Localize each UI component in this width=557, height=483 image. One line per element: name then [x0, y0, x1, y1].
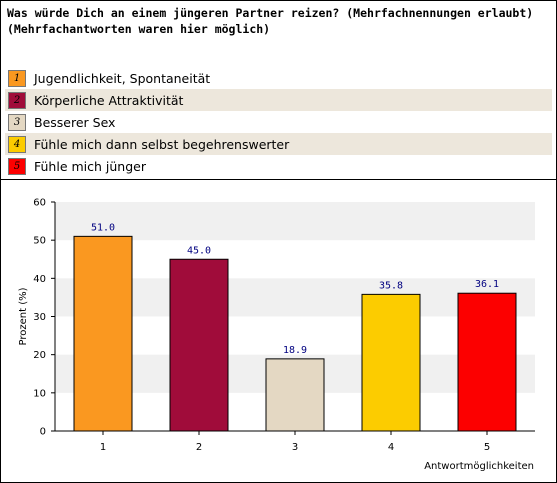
- question-title: Was würde Dich an einem jüngeren Partner…: [7, 5, 552, 37]
- legend-swatch-5: 5: [8, 157, 26, 175]
- bar-4: [361, 293, 421, 432]
- bar-value-label: 18.9: [283, 345, 307, 356]
- legend-item-4: 4 Fühle mich dann selbst begehrenswerter: [5, 133, 552, 155]
- bar-2: [169, 258, 229, 432]
- bar-value-label: 35.8: [379, 280, 403, 291]
- y-tick-label: 50: [33, 236, 46, 247]
- legend-label-4: Fühle mich dann selbst begehrenswerter: [34, 136, 290, 152]
- legend-item-1: 1 Jugendlichkeit, Spontaneität: [5, 67, 552, 89]
- x-axis-title: Antwortmöglichkeiten: [424, 461, 534, 472]
- x-tick-label: 3: [292, 442, 298, 453]
- divider: [1, 179, 556, 180]
- y-tick-label: 40: [33, 274, 46, 285]
- legend-num-3: 3: [13, 116, 21, 128]
- legend-item-5: 5 Fühle mich jünger: [5, 155, 552, 177]
- legend-swatch-2: 2: [8, 91, 26, 109]
- legend-swatch-4: 4: [8, 135, 26, 153]
- legend-label-2: Körperliche Attraktivität: [34, 92, 184, 108]
- question-line-1: Was würde Dich an einem jüngeren Partner…: [7, 6, 534, 20]
- bar-5: [457, 292, 517, 432]
- legend-num-1: 1: [13, 72, 21, 84]
- bar-value-label: 45.0: [187, 245, 211, 256]
- legend-item-3: 3 Besserer Sex: [5, 111, 552, 133]
- legend-swatch-1: 1: [8, 69, 26, 87]
- legend-label-1: Jugendlichkeit, Spontaneität: [34, 70, 211, 86]
- legend-item-2: 2 Körperliche Attraktivität: [5, 89, 552, 111]
- legend-num-2: 2: [13, 94, 21, 106]
- y-tick-label: 10: [33, 388, 46, 399]
- y-tick-label: 20: [33, 350, 46, 361]
- x-tick-label: 5: [484, 442, 490, 453]
- x-tick-label: 1: [100, 442, 106, 453]
- grid-band: [55, 202, 535, 241]
- bar-value-label: 51.0: [91, 222, 115, 233]
- legend-label-5: Fühle mich jünger: [34, 158, 146, 174]
- question-line-2: (Mehrfachantworten waren hier möglich): [7, 22, 271, 36]
- y-tick-label: 30: [33, 312, 46, 323]
- legend: 1 Jugendlichkeit, Spontaneität 2 Körperl…: [5, 67, 552, 177]
- x-tick-label: 2: [196, 442, 202, 453]
- legend-swatch-3: 3: [8, 113, 26, 131]
- legend-num-5: 5: [13, 160, 21, 172]
- bar-1: [73, 235, 133, 432]
- x-tick-label: 4: [388, 442, 394, 453]
- y-axis-title: Prozent (%): [18, 287, 29, 345]
- legend-label-3: Besserer Sex: [34, 114, 116, 130]
- bar-value-label: 36.1: [475, 279, 499, 290]
- y-tick-label: 60: [33, 198, 46, 209]
- legend-num-4: 4: [13, 138, 21, 150]
- bar-3: [265, 358, 325, 432]
- y-tick-label: 0: [40, 427, 46, 438]
- grid-band: [55, 278, 535, 317]
